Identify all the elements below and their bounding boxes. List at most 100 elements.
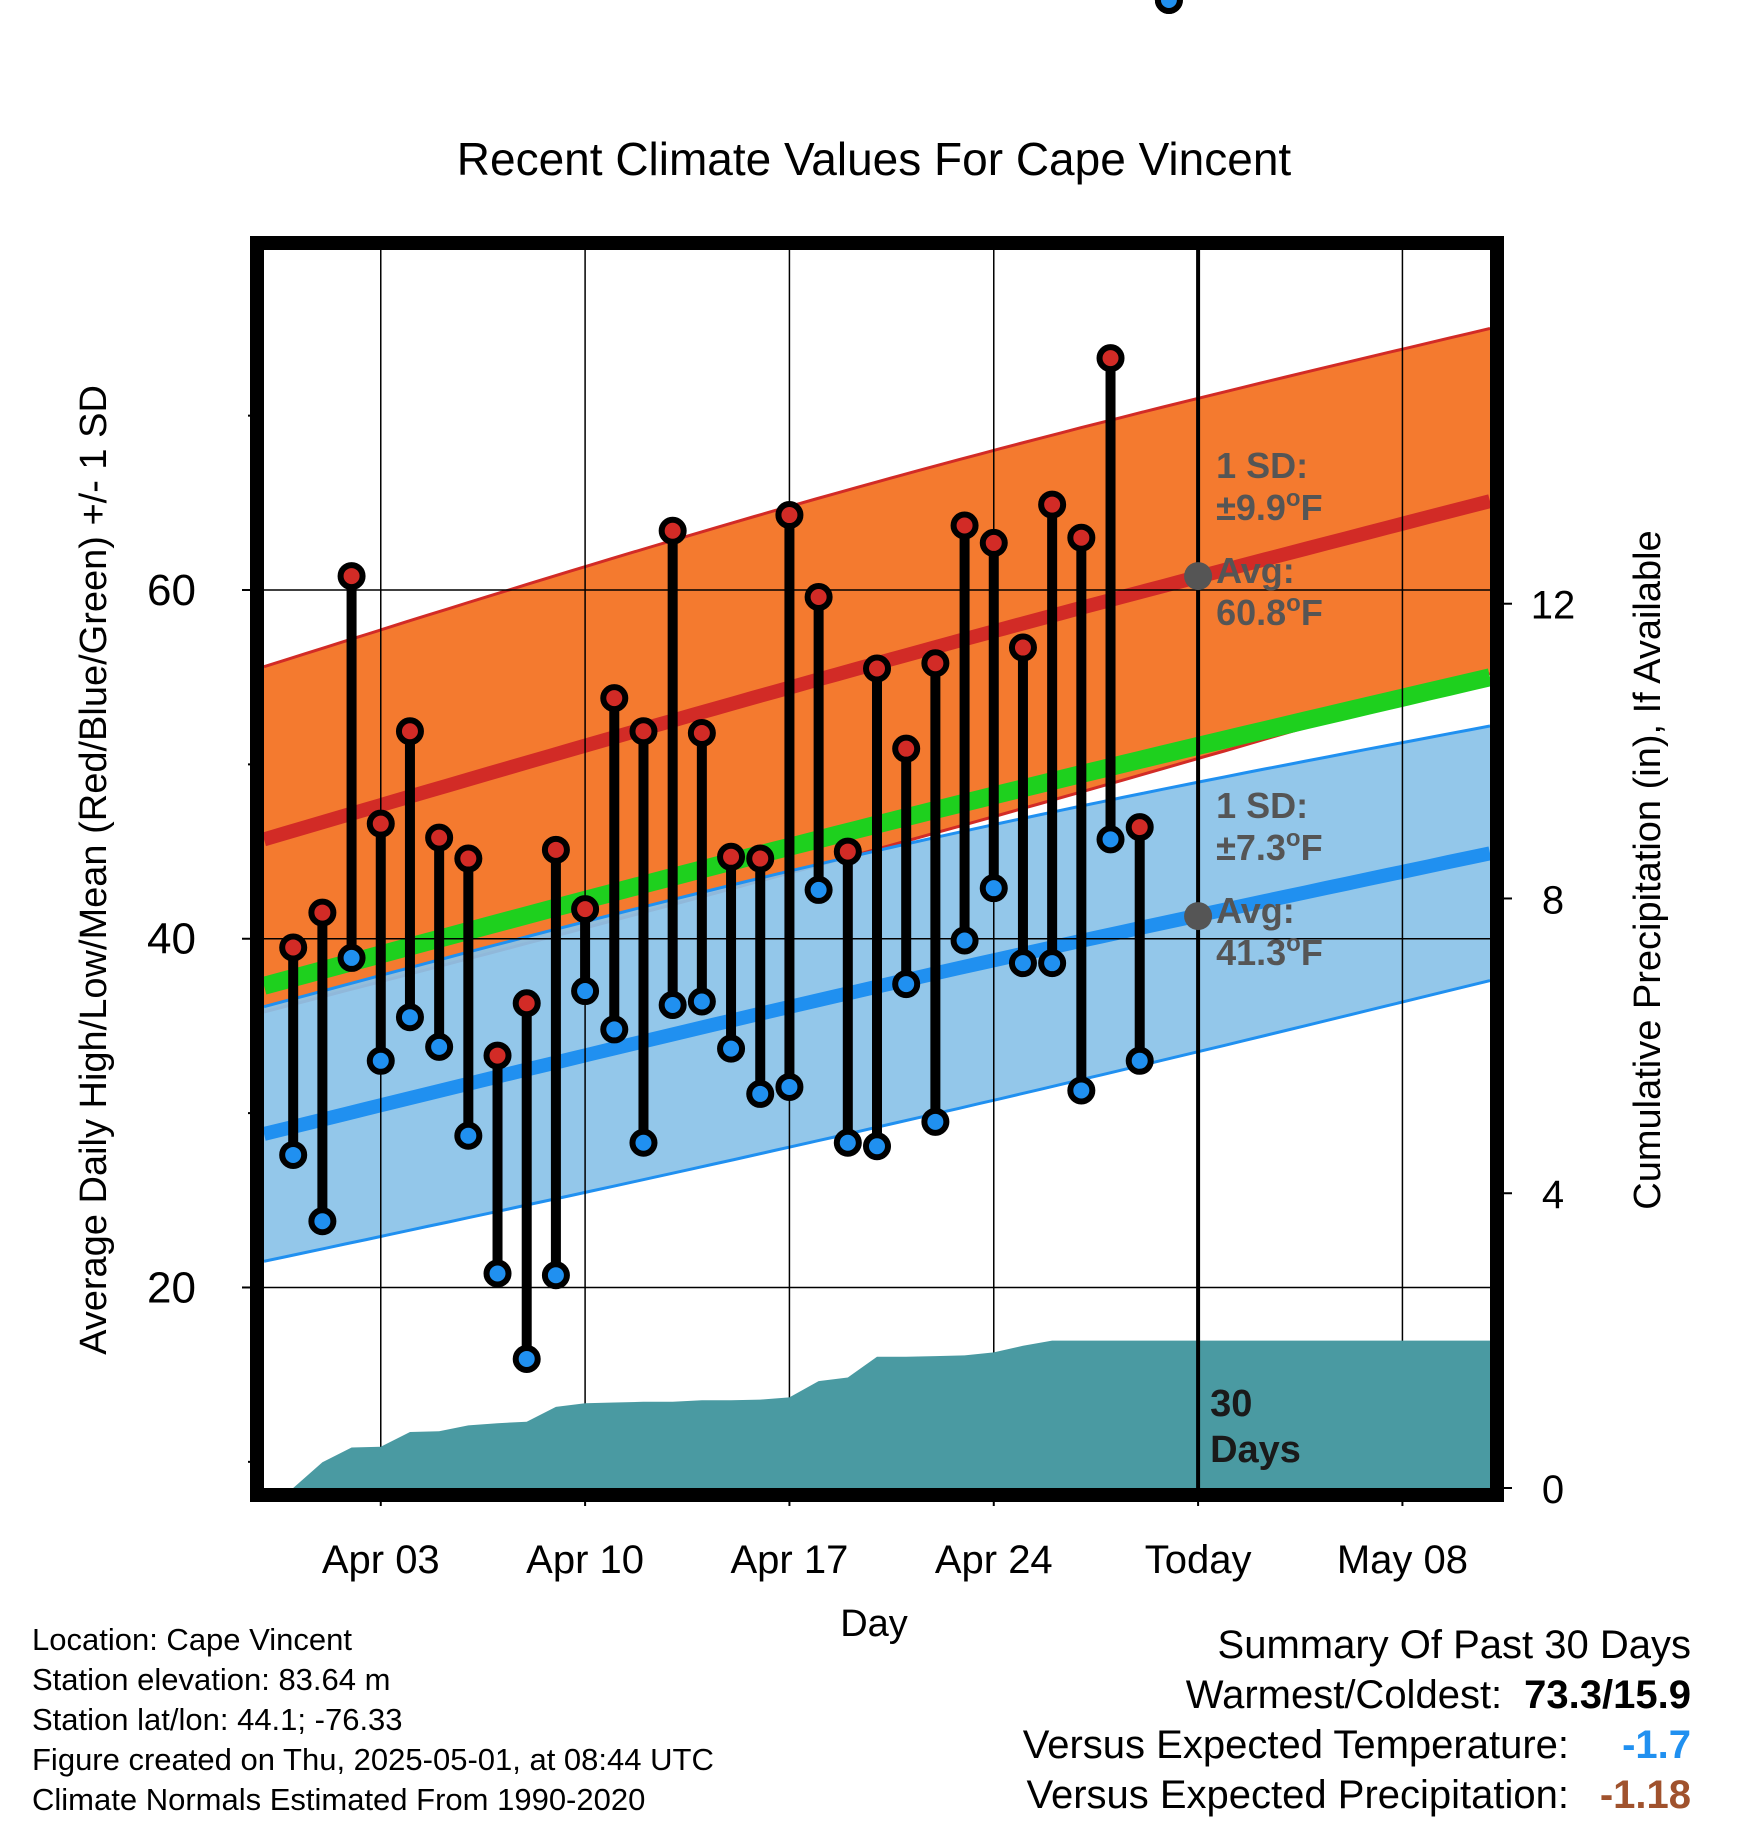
temp-deviation-value: -1.7 bbox=[1622, 1723, 1691, 1767]
daily-high-point bbox=[863, 654, 891, 683]
y-right-tick-label: 4 bbox=[1542, 1173, 1564, 1217]
daily-low-point bbox=[571, 977, 600, 1006]
daily-high-point bbox=[1096, 344, 1125, 373]
daily-high-point bbox=[1125, 813, 1154, 842]
high-sd-value: ±9.9oF bbox=[1216, 485, 1322, 528]
normals-text: Climate Normals Estimated From 1990-2020 bbox=[32, 1782, 646, 1817]
x-tick-label: Apr 24 bbox=[935, 1538, 1053, 1582]
daily-high-point bbox=[629, 717, 658, 746]
x-tick-label: Today bbox=[1145, 1538, 1252, 1582]
daily-high-point bbox=[1067, 523, 1096, 552]
x-axis-label: Day bbox=[840, 1603, 908, 1645]
x-tick-label: May 08 bbox=[1337, 1538, 1468, 1582]
elevation-text: Station elevation: 83.64 m bbox=[32, 1662, 391, 1697]
daily-high-point bbox=[454, 844, 483, 873]
daily-high-point bbox=[950, 511, 979, 540]
days-label-number: 30 bbox=[1210, 1383, 1252, 1425]
summary-panel: Summary Of Past 30 Days Warmest/Coldest:… bbox=[1023, 1620, 1691, 1820]
summary-warm-cold: Warmest/Coldest: 73.3/15.9 bbox=[1023, 1670, 1691, 1720]
daily-low-point bbox=[1154, 0, 1183, 14]
daily-low-point bbox=[746, 1079, 775, 1108]
station-info: Location: Cape Vincent Station elevation… bbox=[32, 1620, 714, 1820]
daily-high-point bbox=[395, 717, 424, 746]
plot-frame bbox=[250, 236, 1504, 1502]
daily-high-point bbox=[600, 684, 629, 713]
daily-high-point bbox=[775, 501, 804, 530]
low-avg-label: Avg: bbox=[1216, 890, 1295, 931]
x-tick-label: Apr 17 bbox=[730, 1538, 848, 1582]
high-sd-label: 1 SD: bbox=[1216, 445, 1308, 486]
y-left-tick-label: 20 bbox=[147, 1263, 196, 1312]
daily-low-point bbox=[1067, 1076, 1096, 1105]
daily-high-point bbox=[979, 528, 1008, 557]
high-avg-value: 60.8oF bbox=[1216, 590, 1323, 633]
daily-low-point bbox=[804, 875, 833, 904]
daily-high-point bbox=[308, 898, 337, 927]
today-low-avg-marker bbox=[1184, 902, 1213, 931]
daily-low-point bbox=[541, 1261, 570, 1290]
daily-low-point bbox=[512, 1344, 541, 1373]
summary-precip: Versus Expected Precipitation: -1.18 bbox=[1023, 1770, 1691, 1820]
chart-title: Recent Climate Values For Cape Vincent bbox=[457, 133, 1292, 185]
latlon-text: Station lat/lon: 44.1; -76.33 bbox=[32, 1702, 403, 1737]
daily-high-point bbox=[366, 809, 395, 838]
daily-low-point bbox=[395, 1003, 424, 1032]
summary-title: Summary Of Past 30 Days bbox=[1217, 1623, 1691, 1667]
daily-low-point bbox=[1125, 1046, 1154, 1075]
summary-temp: Versus Expected Temperature: -1.7 bbox=[1023, 1720, 1691, 1770]
daily-high-point bbox=[717, 842, 746, 871]
high-sd-upper-edge bbox=[264, 327, 1490, 669]
daily-high-point bbox=[279, 933, 308, 962]
daily-low-point bbox=[687, 987, 716, 1016]
daily-high-point bbox=[746, 844, 775, 873]
today-high-avg-marker bbox=[1184, 562, 1213, 591]
precip-deviation-label: Versus Expected Precipitation: bbox=[1026, 1773, 1569, 1817]
daily-low-point bbox=[1008, 949, 1037, 978]
days-label-text: Days bbox=[1210, 1429, 1301, 1471]
daily-high-point bbox=[1038, 490, 1067, 519]
y-axis-label-right: Cumulative Precipitation (in), If Availa… bbox=[1627, 530, 1669, 1209]
x-tick-label: Apr 10 bbox=[526, 1538, 644, 1582]
daily-low-point bbox=[279, 1140, 308, 1169]
daily-low-point bbox=[979, 874, 1008, 903]
daily-high-point bbox=[425, 823, 454, 852]
daily-low-point bbox=[950, 926, 979, 955]
location-text: Location: Cape Vincent bbox=[32, 1622, 352, 1657]
daily-low-point bbox=[1038, 949, 1067, 978]
precip-deviation-value: -1.18 bbox=[1599, 1773, 1691, 1817]
daily-low-point bbox=[366, 1046, 395, 1075]
daily-high-point bbox=[804, 582, 833, 611]
temp-deviation-label: Versus Expected Temperature: bbox=[1022, 1723, 1569, 1767]
low-sd-value: ±7.3oF bbox=[1216, 825, 1322, 868]
daily-low-point bbox=[425, 1032, 454, 1061]
daily-high-point bbox=[571, 895, 600, 924]
precipitation-area bbox=[293, 1340, 1490, 1488]
daily-low-point bbox=[308, 1207, 337, 1236]
daily-low-point bbox=[483, 1259, 512, 1288]
daily-low-point bbox=[600, 1015, 629, 1044]
low-sd-label: 1 SD: bbox=[1216, 785, 1308, 826]
warm-cold-label: Warmest/Coldest: bbox=[1185, 1673, 1503, 1717]
warm-cold-value: 73.3/15.9 bbox=[1524, 1673, 1691, 1717]
daily-low-point bbox=[454, 1121, 483, 1150]
daily-high-point bbox=[921, 649, 950, 678]
daily-high-point bbox=[687, 718, 716, 747]
daily-low-point bbox=[629, 1128, 658, 1157]
daily-low-point bbox=[658, 991, 687, 1020]
y-right-tick-label: 8 bbox=[1542, 878, 1564, 922]
daily-low-point bbox=[921, 1107, 950, 1136]
daily-low-point bbox=[775, 1072, 804, 1101]
daily-high-point bbox=[541, 835, 570, 864]
daily-low-point bbox=[1096, 825, 1125, 854]
daily-high-point bbox=[658, 516, 687, 545]
daily-high-point bbox=[483, 1041, 512, 1070]
daily-high-point bbox=[892, 734, 921, 763]
daily-low-point bbox=[833, 1128, 862, 1157]
x-tick-label: Apr 03 bbox=[322, 1538, 440, 1582]
daily-low-point bbox=[337, 943, 366, 972]
daily-high-point bbox=[337, 562, 366, 591]
daily-low-point bbox=[717, 1034, 746, 1063]
low-avg-value: 41.3oF bbox=[1216, 930, 1323, 973]
daily-high-point bbox=[1008, 633, 1037, 662]
